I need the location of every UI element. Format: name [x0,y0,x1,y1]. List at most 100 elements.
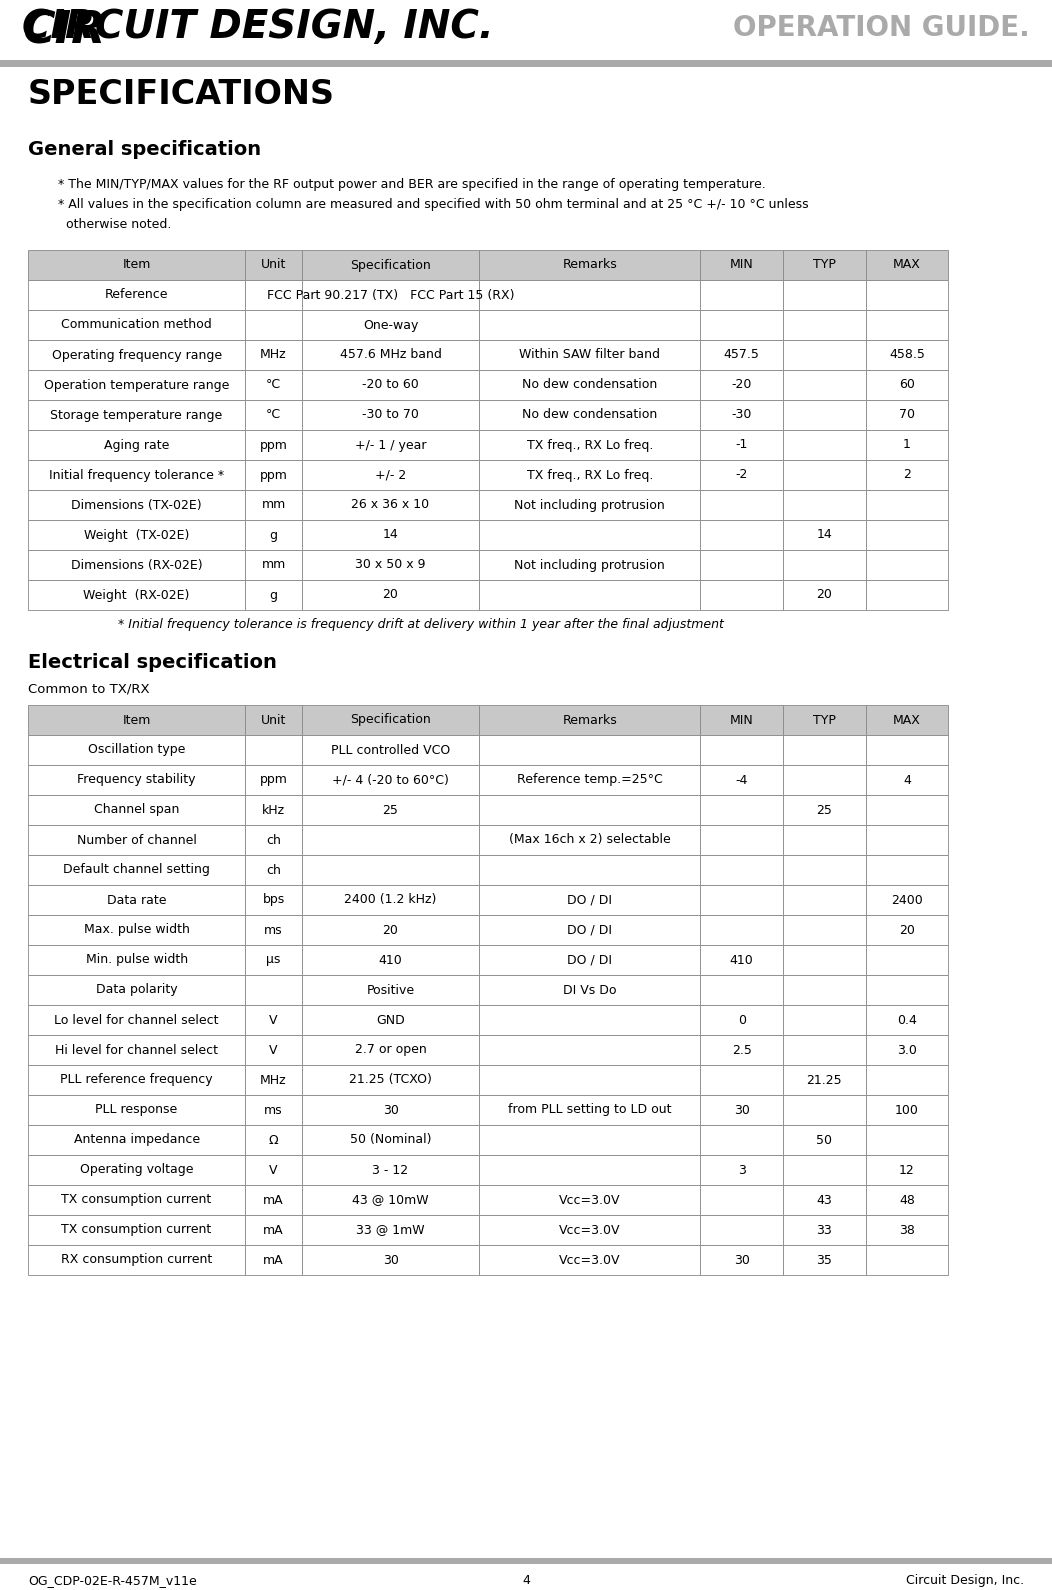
Bar [302,1215,480,1245]
Bar [783,1215,866,1245]
Bar [302,1096,480,1126]
Text: V: V [269,1043,278,1056]
Text: Min. pulse width: Min. pulse width [85,954,187,967]
Bar [28,825,245,855]
Bar [28,975,245,1005]
Text: MIN: MIN [730,714,753,727]
Bar [302,310,480,340]
Bar [866,975,948,1005]
Text: V: V [269,1013,278,1027]
Bar [302,370,480,401]
Bar [302,1065,480,1096]
Text: 410: 410 [730,954,753,967]
Bar [866,250,948,280]
Bar [302,429,480,460]
Text: 3.0: 3.0 [897,1043,917,1056]
Text: mm: mm [261,499,286,512]
Text: 2.5: 2.5 [732,1043,751,1056]
Text: Specification: Specification [350,259,431,272]
Text: CIR: CIR [22,10,105,52]
Text: Not including protrusion: Not including protrusion [514,499,665,512]
Text: 20: 20 [899,924,915,937]
Text: Dimensions (TX-02E): Dimensions (TX-02E) [72,499,202,512]
Bar [783,429,866,460]
Text: from PLL setting to LD out: from PLL setting to LD out [508,1103,671,1116]
Bar [866,765,948,795]
Bar [28,250,245,280]
Text: TYP: TYP [813,714,835,727]
Text: 2.7 or open: 2.7 or open [355,1043,426,1056]
Bar [302,825,480,855]
Bar [480,550,701,580]
Bar [701,795,783,825]
Bar [866,1215,948,1245]
Text: 14: 14 [383,528,399,542]
Text: mm: mm [261,558,286,571]
Bar [866,429,948,460]
Text: Number of channel: Number of channel [77,833,197,846]
Bar [480,1215,701,1245]
Bar [480,704,701,735]
Bar [480,1245,701,1275]
Bar [701,1005,783,1035]
Bar [783,1154,866,1185]
Bar [783,1126,866,1154]
Bar [701,1185,783,1215]
Bar [302,280,480,310]
Text: Aging rate: Aging rate [104,439,169,452]
Text: mA: mA [263,1194,284,1207]
Bar [480,401,701,429]
Bar [302,401,480,429]
Bar [245,1245,302,1275]
Bar [866,550,948,580]
Text: 43: 43 [816,1194,832,1207]
Text: * The MIN/TYP/MAX values for the RF output power and BER are specified in the ra: * The MIN/TYP/MAX values for the RF outp… [58,178,766,191]
Bar [28,1215,245,1245]
Bar [783,580,866,611]
Text: mA: mA [263,1223,284,1237]
Bar [245,1065,302,1096]
Text: 30: 30 [383,1253,399,1267]
Bar [701,1154,783,1185]
Bar [480,340,701,370]
Bar [701,429,783,460]
Text: Vcc=3.0V: Vcc=3.0V [559,1223,621,1237]
Text: * Initial frequency tolerance is frequency drift at delivery within 1 year after: * Initial frequency tolerance is frequen… [118,619,724,631]
Bar [866,704,948,735]
Bar [480,460,701,490]
Text: kHz: kHz [262,803,285,817]
Bar [783,886,866,914]
Bar [28,580,245,611]
Text: Item: Item [122,259,150,272]
Bar [245,735,302,765]
Bar [28,886,245,914]
Text: No dew condensation: No dew condensation [522,378,658,391]
Text: General specification: General specification [28,140,261,159]
Text: Within SAW filter band: Within SAW filter band [520,348,661,361]
Bar [480,520,701,550]
Bar [245,1005,302,1035]
Bar [866,735,948,765]
Bar [245,914,302,944]
Text: 20: 20 [383,924,399,937]
Bar [701,250,783,280]
Bar [480,855,701,886]
Text: 30: 30 [383,1103,399,1116]
Bar [28,520,245,550]
Text: otherwise noted.: otherwise noted. [58,218,171,231]
Bar [701,1245,783,1275]
Bar [480,250,701,280]
Bar [28,429,245,460]
Text: 2400 (1.2 kHz): 2400 (1.2 kHz) [344,894,437,906]
Text: Not including protrusion: Not including protrusion [514,558,665,571]
Bar [701,490,783,520]
Text: 25: 25 [383,803,399,817]
Bar [701,855,783,886]
Bar [783,914,866,944]
Bar [701,340,783,370]
Text: 21.25: 21.25 [807,1073,842,1086]
Text: 48: 48 [899,1194,915,1207]
Bar [866,944,948,975]
Bar [783,975,866,1005]
Bar [866,1185,948,1215]
